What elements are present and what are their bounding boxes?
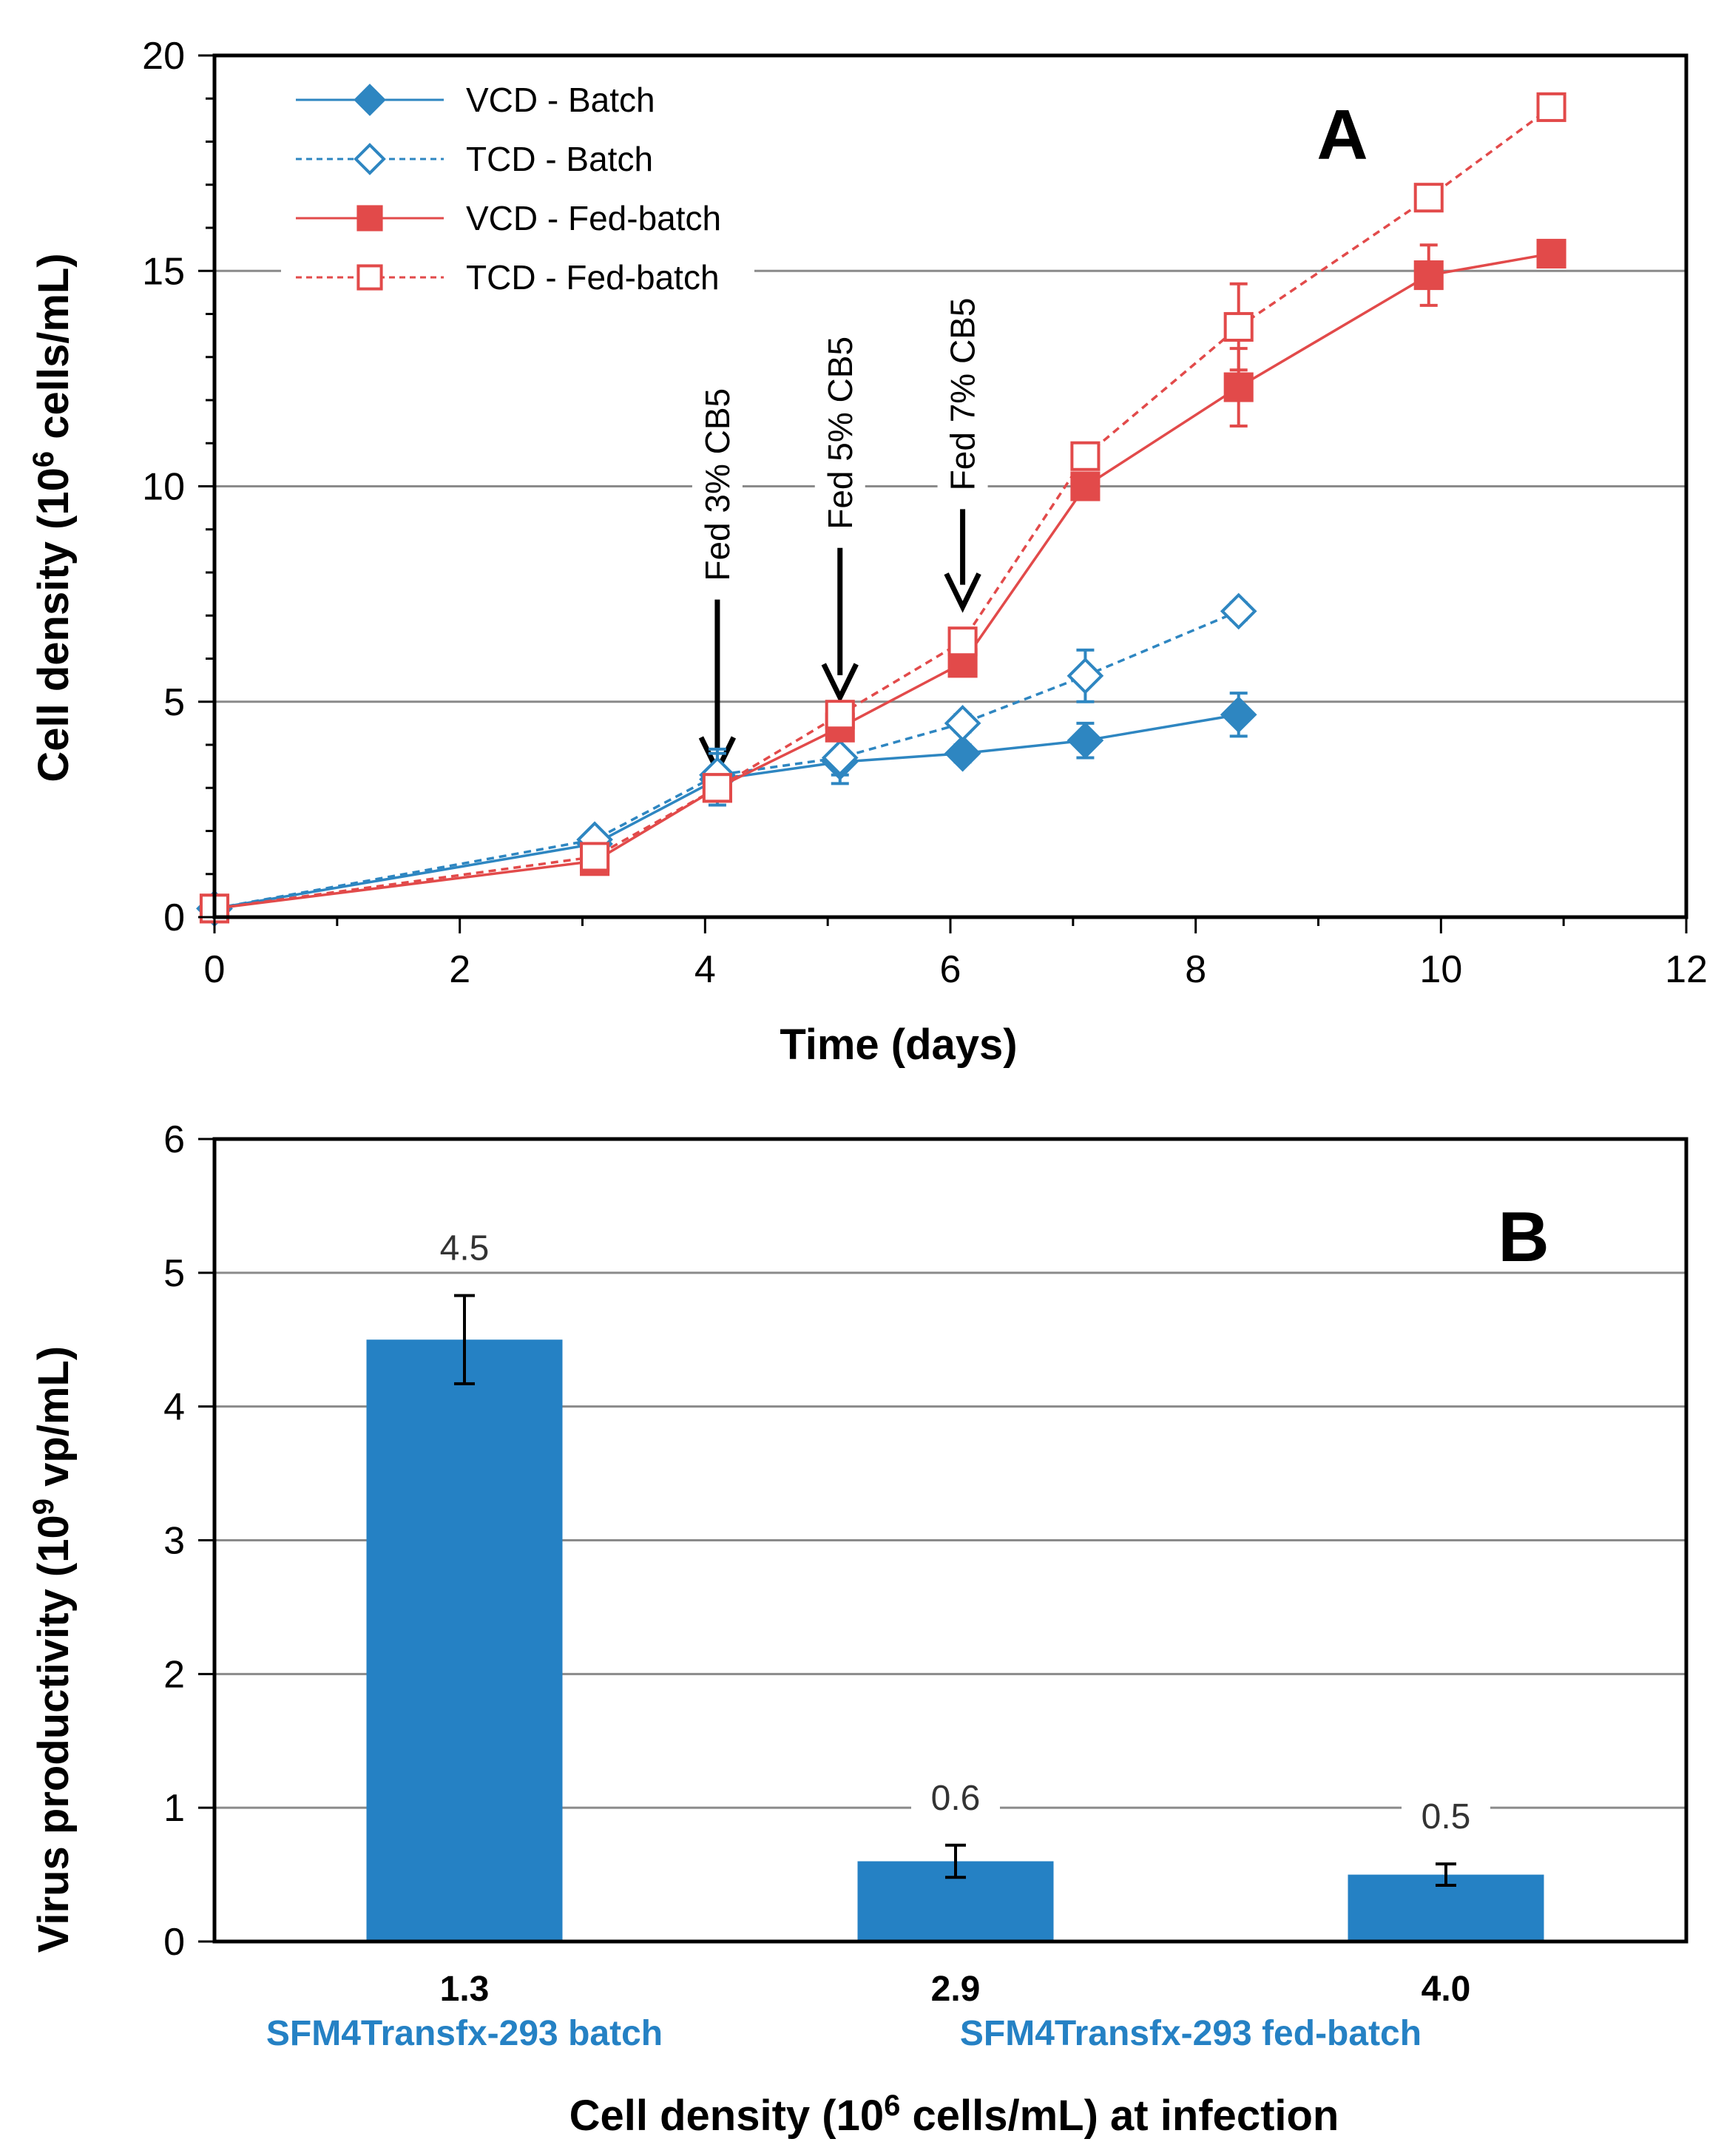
panel-a-y-tick-label: 5 <box>163 681 185 724</box>
panel-a-data-point <box>947 626 978 657</box>
panel-a-annotation-arrow-head <box>944 572 981 613</box>
panel-a-x-axis-title: Time (days) <box>780 1021 1017 1069</box>
panel-a-x-tick-label: 2 <box>449 948 470 991</box>
panel-a-y-tick-label: 20 <box>142 35 185 78</box>
panel-b-y-title-pre: Virus productivity (10 <box>30 1515 78 1953</box>
panel-b-data-label: 0.6 <box>931 1779 981 1818</box>
panel-a-data-point <box>1070 471 1101 501</box>
panel-b-y-tick-label: 2 <box>163 1653 185 1696</box>
panel-b-y-tick-label: 3 <box>163 1520 185 1563</box>
panel-b-data-label: 4.5 <box>440 1229 490 1268</box>
panel-a-data-point <box>1413 183 1444 213</box>
panel-a-y-axis-title: Cell density (106 cells/mL) <box>27 253 78 782</box>
panel-a-annotation-background <box>692 373 743 586</box>
panel-a-y-tick-label: 15 <box>142 250 185 293</box>
panel-a-data-point <box>1223 311 1254 342</box>
panel-a-y-title-pre: Cell density (10 <box>30 467 78 782</box>
panel-b-data-label-background <box>1402 1793 1490 1839</box>
panel-a-legend: VCD - Batch TCD - Batch VCD - Fed-batch TCD… <box>281 74 754 314</box>
panel-a-data-point <box>944 705 981 742</box>
panel-a-legend-label: VCD - Batch <box>466 81 655 119</box>
panel-b-x-title-post: cells/mL) at infection <box>900 2092 1339 2140</box>
panel-a-legend-marker <box>354 143 386 175</box>
panel-a-x-tick-label: 12 <box>1665 948 1708 991</box>
panel-b-data-label-background <box>420 1224 509 1271</box>
panel-a-x-tick-label: 6 <box>940 948 961 991</box>
panel-a-ticks: 0 5 10 15 20 0 2 4 6 8 10 12 <box>142 35 1708 991</box>
panel-a-legend-marker <box>356 205 383 232</box>
panel-b-y-tick-label: 5 <box>163 1252 185 1295</box>
panel-a-legend-label: VCD - Fed-batch <box>466 199 721 237</box>
panel-a-annotation-background <box>814 321 865 534</box>
panel-a-legend-marker <box>356 264 383 291</box>
panel-a-data-point <box>944 734 981 772</box>
panel-a-data-point <box>1066 657 1104 695</box>
panel-a-annotation-background <box>937 283 988 496</box>
panel-b-y-axis-title: Virus productivity (109 vp/mL) <box>27 1346 78 1953</box>
panel-a-line-chart: VCD - Batch TCD - Batch VCD - Fed-batch TCD… <box>27 35 1708 1069</box>
panel-a-legend-label: TCD - Batch <box>466 140 653 178</box>
panel-a-series <box>196 92 1566 927</box>
panel-a-legend-marker <box>354 84 386 116</box>
panel-b-y-title-post: vp/mL) <box>30 1346 78 1498</box>
panel-b-x-title-sup: 6 <box>884 2089 900 2122</box>
panel-a-annotation-label: Fed 7% CB5 <box>944 298 982 491</box>
panel-a-y-title-sup: 6 <box>27 451 60 467</box>
panel-b-category-label: 2.9 <box>931 1970 981 2009</box>
panel-b-y-title-sup: 9 <box>27 1498 60 1515</box>
panel-b-x-title-pre: Cell density (10 <box>569 2092 884 2140</box>
panel-a-data-point <box>1220 696 1257 734</box>
panel-b-group-label-fed-batch: SFM4Transfx-293 fed-batch <box>960 2014 1422 2053</box>
panel-b-bar-chart: 4.5 0.6 0.5 0 1 2 3 4 5 6 1.3 2.9 4.0 B SFM4Transfx… <box>27 1118 1688 2140</box>
panel-a-data-point <box>1223 372 1254 402</box>
panel-a-data-point <box>702 773 732 803</box>
panel-a-series-group <box>199 92 1566 924</box>
panel-a-x-tick-label: 10 <box>1419 948 1462 991</box>
panel-b-y-tick-label: 0 <box>163 1921 185 1964</box>
panel-a-data-point <box>1536 92 1566 122</box>
panel-a-x-tick-label: 0 <box>204 948 226 991</box>
panel-a-annotation-label: Fed 3% CB5 <box>698 388 737 581</box>
panel-a-legend-label: TCD - Fed-batch <box>466 258 720 297</box>
panel-b-y-tick-label: 4 <box>163 1386 185 1429</box>
panel-a-data-point <box>821 739 859 777</box>
panel-b-data-label-background <box>911 1774 1000 1820</box>
panel-a-data-point <box>1070 441 1101 471</box>
panel-a-data-point <box>825 700 855 730</box>
panel-a-annotation-arrow-head <box>821 663 859 703</box>
panel-a-x-tick-label: 4 <box>694 948 716 991</box>
panel-b-y-tick-label: 6 <box>163 1118 185 1161</box>
panel-a-x-tick-label: 8 <box>1185 948 1206 991</box>
panel-a-y-title-post: cells/mL) <box>30 253 78 451</box>
panel-a-data-point <box>1066 722 1104 760</box>
panel-b-y-tick-label: 1 <box>163 1787 185 1830</box>
panel-a-y-tick-label: 10 <box>142 466 185 509</box>
panel-b-bars: 4.5 0.6 0.5 <box>366 1224 1544 1942</box>
panel-b-category-label: 1.3 <box>440 1970 490 2009</box>
panel-b-x-axis-title: Cell density (106 cells/mL) at infection <box>569 2089 1339 2140</box>
panel-a-data-point <box>1220 592 1257 630</box>
panel-b-letter: B <box>1498 1197 1549 1277</box>
panel-a-annotations: Fed 3% CB5 Fed 5% CB5 Fed 7% CB5 <box>692 283 988 777</box>
panel-b-data-label: 0.5 <box>1422 1797 1471 1836</box>
panel-b-category-label: 4.0 <box>1422 1970 1471 2009</box>
panel-a-data-point <box>1413 260 1444 291</box>
panel-a-data-point <box>580 842 610 872</box>
panel-b-ticks: 0 1 2 3 4 5 6 1.3 2.9 4.0 <box>163 1118 1470 2009</box>
panel-b-group-label-batch: SFM4Transfx-293 batch <box>266 2014 663 2053</box>
panel-a-y-tick-label: 0 <box>163 896 185 939</box>
panel-a-letter: A <box>1316 95 1368 175</box>
panel-b-bar <box>366 1339 563 1942</box>
panel-a-annotation-label: Fed 5% CB5 <box>821 337 859 530</box>
panel-a-data-point <box>1536 238 1566 268</box>
